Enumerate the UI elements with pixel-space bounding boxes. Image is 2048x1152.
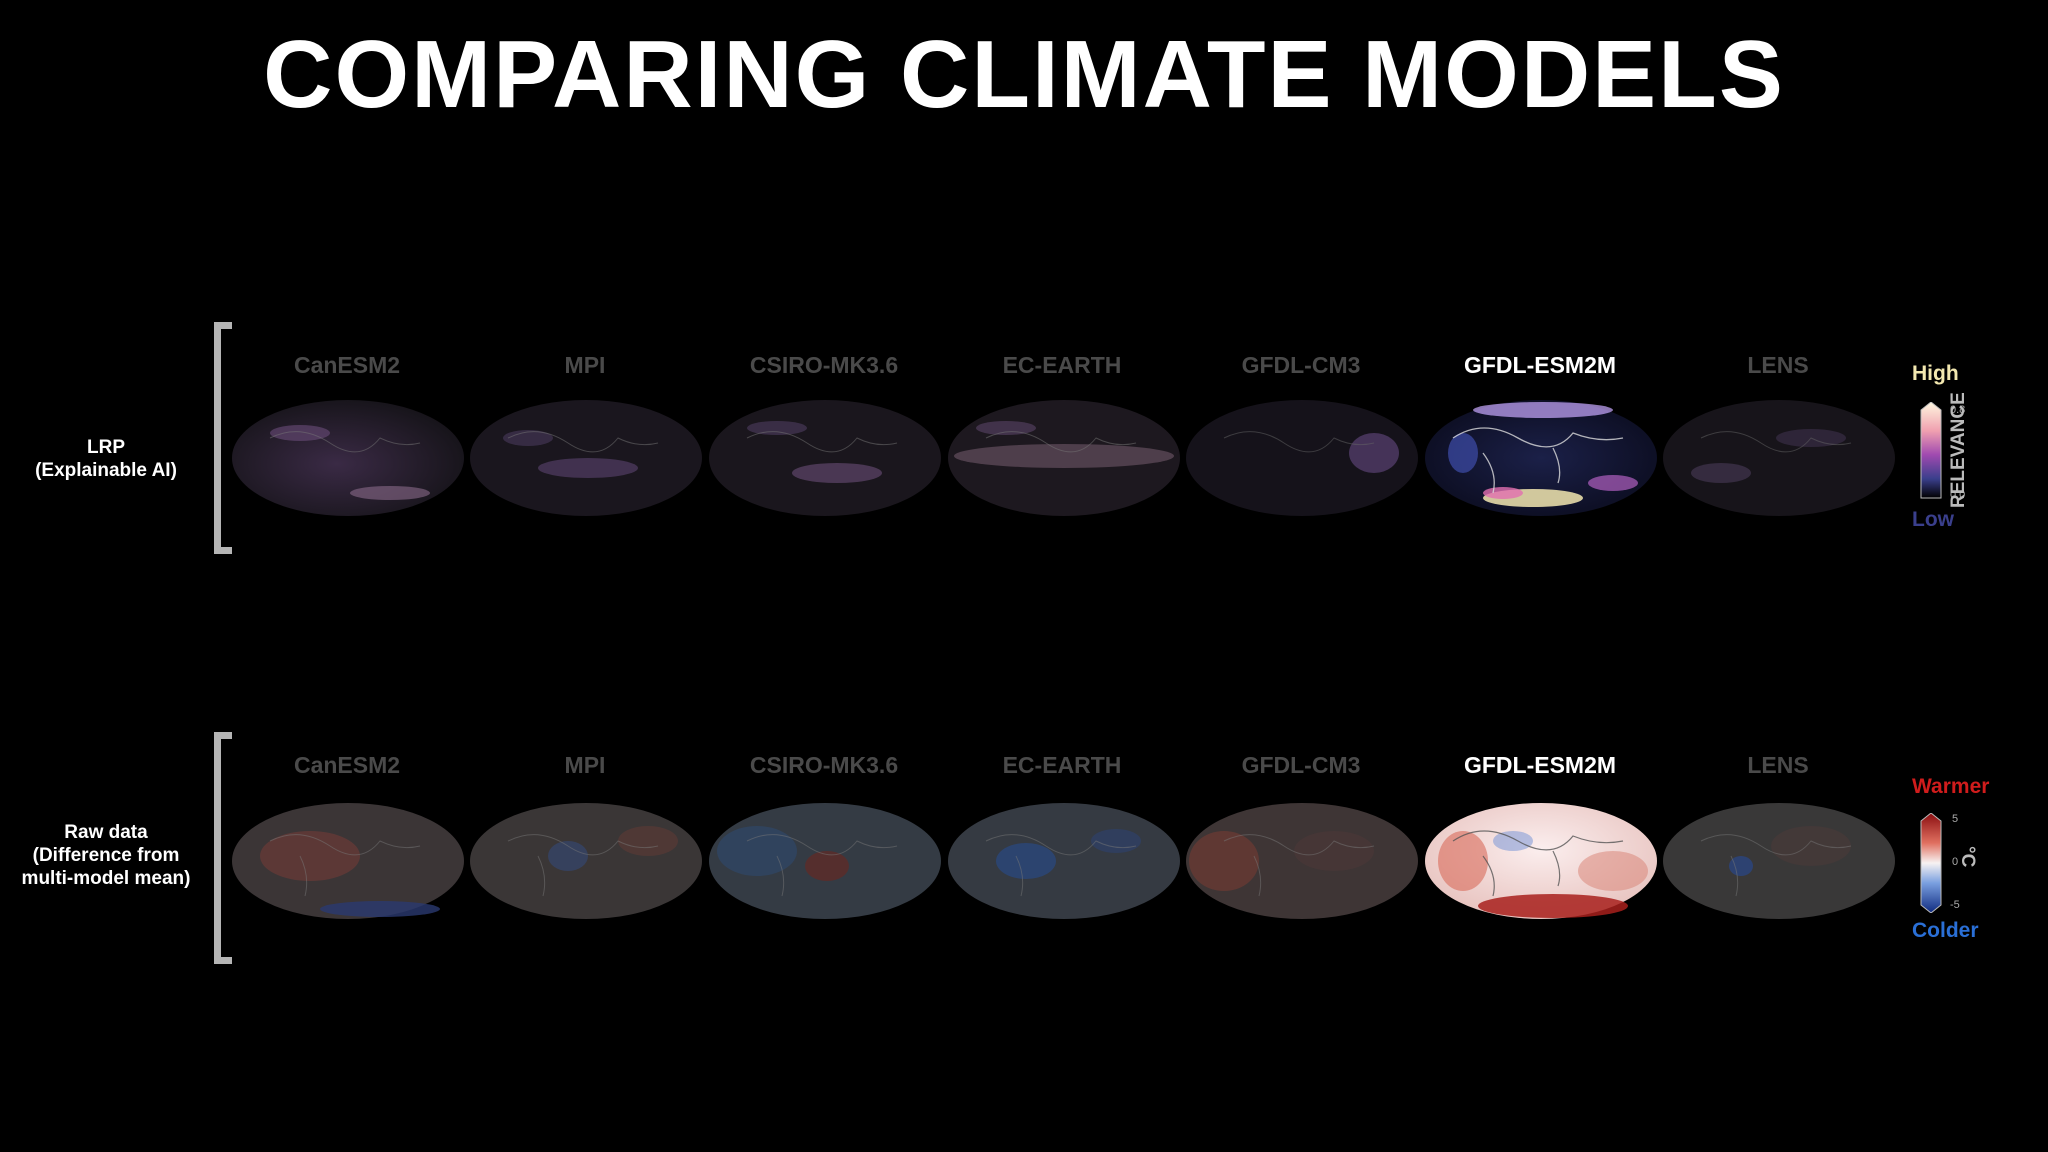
raw-map-mpi [470, 803, 702, 919]
raw-model-name-gfdl-cm3: GFDL-CM3 [1241, 752, 1361, 778]
relevance-title: RELEVANCE [1948, 392, 1969, 508]
relevance-max-label: 0.8 [1950, 404, 1966, 416]
lrp-row: LRP (Explainable AI) CanESM2 MPI CSIRO-M… [0, 318, 2048, 568]
temperature-min-label: -5 [1950, 899, 1960, 911]
page-title: COMPARING CLIMATE MODELS [263, 21, 1785, 128]
temperature-mid-label: 0 [1952, 856, 1959, 868]
lrp-model-name-gfdl-esm2m: GFDL-ESM2M [1463, 352, 1617, 378]
raw-map-gfdl-cm3 [1186, 803, 1418, 919]
lrp-map-canesm2 [232, 400, 464, 516]
lrp-bracket [214, 322, 232, 554]
lrp-map-gfdl-cm3 [1186, 400, 1418, 516]
raw-model-name-ec-earth: EC-EARTH [1002, 752, 1122, 778]
lrp-model-name-lens: LENS [1747, 352, 1809, 378]
raw-label-line2: (Difference from [32, 845, 180, 866]
raw-map-ec-earth [948, 803, 1180, 919]
lrp-map-csiro [709, 400, 941, 516]
raw-model-name-lens: LENS [1747, 752, 1809, 778]
relevance-colorbar [1920, 402, 1942, 499]
lrp-row-label: LRP (Explainable AI) [0, 436, 212, 482]
lrp-map-gfdl-esm2m [1425, 400, 1657, 516]
raw-row: Raw data (Difference from multi-model me… [0, 732, 2048, 983]
raw-label-line3: multi-model mean) [21, 868, 191, 889]
raw-map-csiro [709, 803, 941, 919]
lrp-label-line1: LRP [87, 437, 125, 458]
temperature-max-label: 5 [1952, 813, 1959, 825]
temperature-unit: °C [1957, 846, 1978, 868]
lrp-model-name-ec-earth: EC-EARTH [1002, 352, 1122, 378]
raw-map-canesm2 [232, 803, 464, 919]
raw-model-name-gfdl-esm2m: GFDL-ESM2M [1463, 752, 1617, 778]
lrp-map-mpi [470, 400, 702, 516]
raw-map-lens [1663, 803, 1895, 919]
raw-legend-warmer: Warmer [1912, 775, 1990, 798]
raw-map-gfdl-esm2m [1425, 803, 1657, 919]
raw-row-label: Raw data (Difference from multi-model me… [0, 821, 212, 890]
lrp-model-name-canesm2: CanESM2 [293, 352, 401, 378]
lrp-label-line2: (Explainable AI) [35, 460, 177, 481]
raw-model-name-canesm2: CanESM2 [293, 752, 401, 778]
relevance-min-label: 0.0 [1950, 489, 1966, 501]
lrp-legend-high: High [1912, 362, 1959, 385]
raw-model-name-mpi: MPI [564, 752, 606, 778]
lrp-model-name-gfdl-cm3: GFDL-CM3 [1241, 352, 1361, 378]
raw-legend-colder: Colder [1912, 919, 1979, 942]
raw-model-name-csiro: CSIRO-MK3.6 [749, 752, 899, 778]
lrp-model-name-csiro: CSIRO-MK3.6 [749, 352, 899, 378]
raw-label-line1: Raw data [64, 822, 148, 843]
temperature-colorbar [1920, 813, 1942, 913]
lrp-map-ec-earth [948, 400, 1180, 516]
lrp-model-name-mpi: MPI [564, 352, 606, 378]
lrp-map-lens [1663, 400, 1895, 516]
raw-bracket [214, 732, 232, 964]
lrp-legend-low: Low [1912, 508, 1954, 531]
